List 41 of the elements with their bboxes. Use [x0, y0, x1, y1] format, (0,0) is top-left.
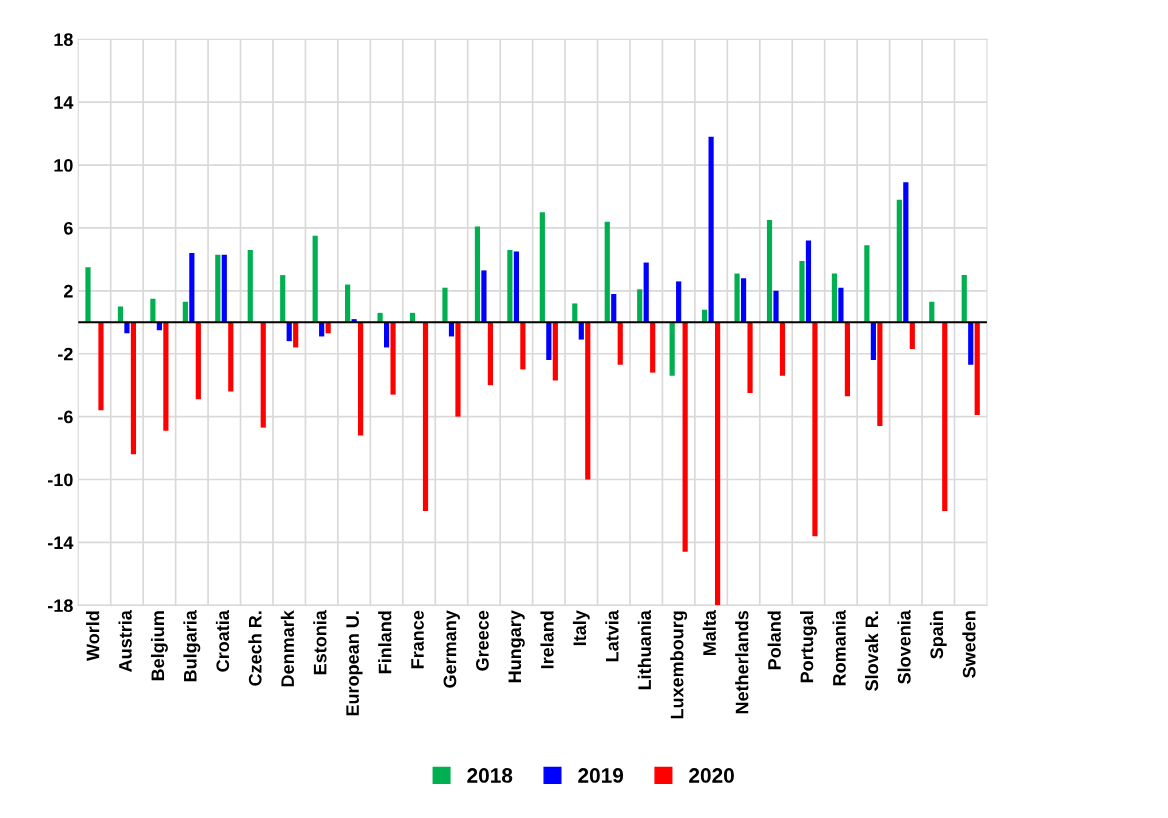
x-tick-label: Croatia — [215, 610, 230, 672]
y-tick-label: 18 — [54, 33, 73, 46]
x-tick-label: World — [86, 611, 100, 661]
y-tick-label: 10 — [54, 158, 73, 172]
legend-label: 2020 — [689, 768, 734, 783]
x-tick-label: Poland — [767, 611, 781, 670]
x-tick-label: Malta — [702, 610, 716, 656]
y-tick-label: 6 — [64, 221, 73, 235]
x-tick-label: Lithuania — [637, 610, 652, 690]
x-tick-label: Czech R. — [248, 611, 262, 686]
x-tick-label: France — [411, 610, 424, 669]
x-tick-label: Hungary — [508, 610, 525, 683]
x-tick-label: Sweden — [962, 611, 976, 678]
y-tick-label: 14 — [54, 96, 74, 109]
x-tick-label: Estonia — [313, 610, 327, 675]
x-tick-label: Greece — [475, 610, 489, 671]
x-tick-label: Spain — [929, 611, 947, 659]
y-tick-label: -18 — [48, 599, 73, 613]
legend-label: 2019 — [578, 768, 624, 783]
x-tick-label: Latvia — [605, 610, 619, 662]
x-tick-label: Netherlands — [735, 610, 749, 714]
y-tick-label: -2 — [58, 347, 73, 361]
x-tick-label: Romania — [832, 610, 846, 686]
x-tick-label: Italy — [572, 610, 590, 646]
x-tick-label: Finland — [378, 611, 392, 674]
x-tick-label: Austria — [118, 610, 132, 672]
x-tick-label: Bulgaria — [183, 610, 201, 682]
y-tick-label: -6 — [58, 410, 73, 424]
legend-label: 2018 — [467, 768, 513, 783]
x-tick-label: Slovenia — [897, 610, 911, 684]
x-tick-label: Portugal — [800, 611, 817, 683]
x-tick-label: Luxembourg — [670, 611, 688, 719]
y-tick-label: -10 — [48, 473, 73, 487]
y-tick-label: -14 — [48, 536, 74, 549]
x-tick-label: Slovak R. — [864, 611, 879, 691]
x-tick-label: Denmark — [280, 610, 295, 687]
x-tick-label: Belgium — [150, 611, 168, 681]
y-tick-label: 2 — [63, 284, 73, 298]
x-tick-label: European U. — [346, 611, 363, 716]
x-tick-label: Ireland — [540, 611, 554, 669]
x-tick-label: Germany — [443, 610, 460, 688]
